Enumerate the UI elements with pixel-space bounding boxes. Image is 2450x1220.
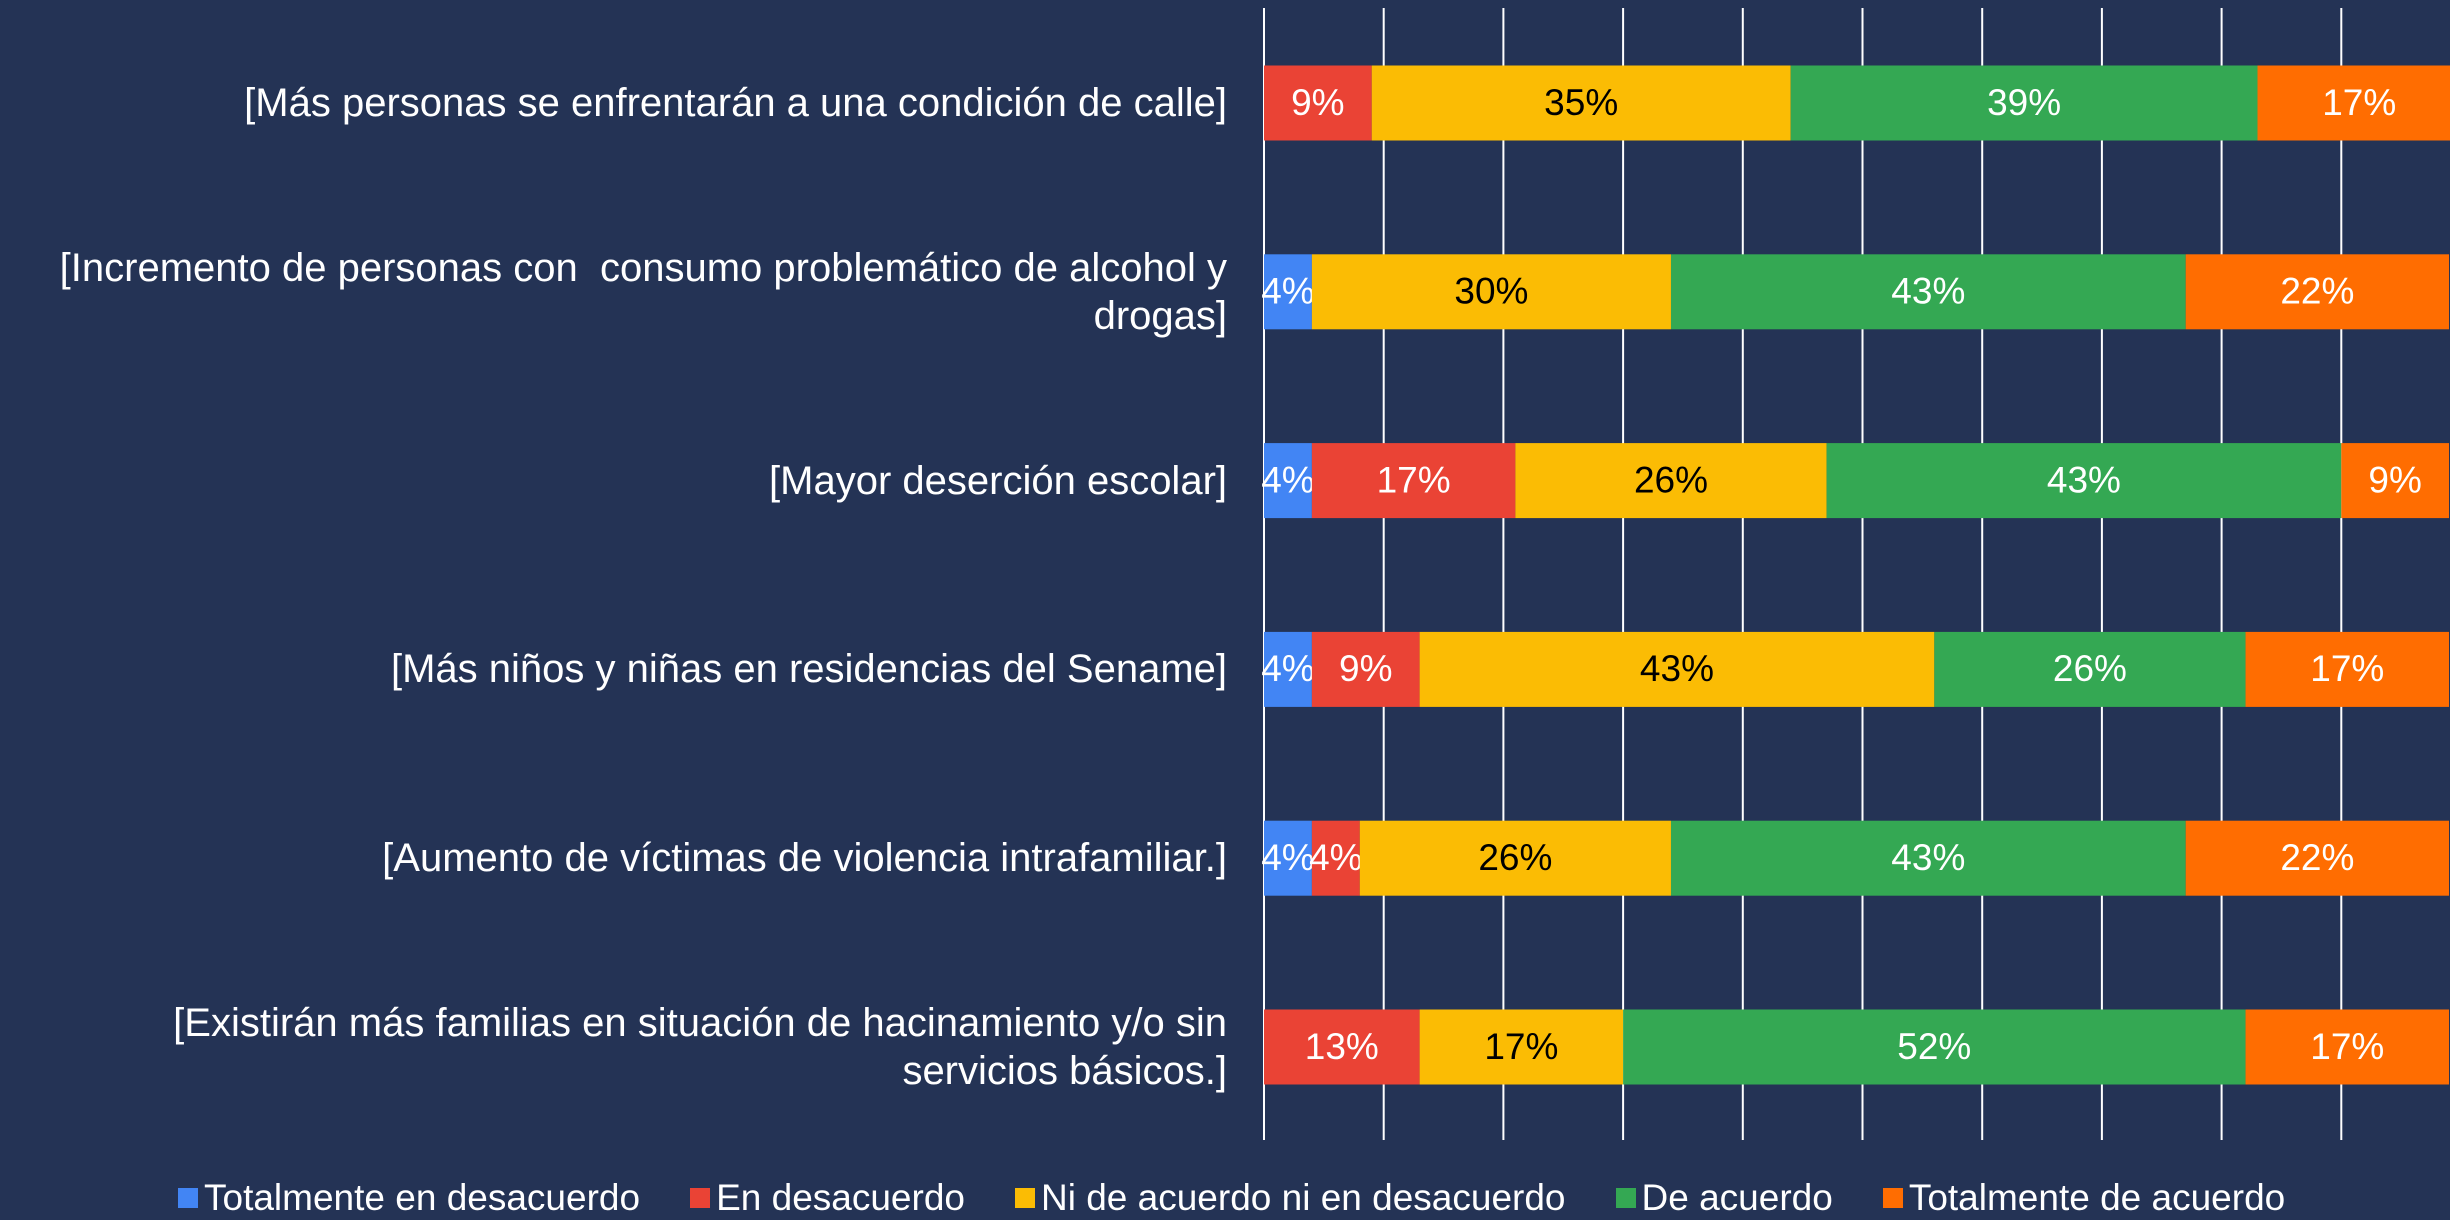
bar-segment — [1419, 631, 1935, 707]
bar-segment — [1371, 65, 1791, 141]
bar-segment — [1670, 254, 2186, 330]
bar-segment — [1670, 820, 2186, 896]
bar-segment — [1359, 820, 1671, 896]
category-label: [Existirán más familias en situación de … — [173, 1001, 1239, 1093]
category-label: [Mayor deserción escolar] — [769, 458, 1227, 503]
bar-segment — [1311, 443, 1516, 519]
data-label: 39% — [1987, 82, 2061, 123]
data-label: 43% — [1640, 648, 1714, 689]
legend-swatch — [690, 1188, 711, 1208]
data-label: 4% — [1261, 271, 1314, 312]
data-label: 4% — [1309, 837, 1362, 878]
bar-segment — [2257, 65, 2450, 141]
data-label: 17% — [2310, 1026, 2384, 1067]
legend-swatch — [1882, 1188, 1903, 1208]
data-label: 9% — [1291, 82, 1344, 123]
bar-segment — [1515, 443, 1827, 519]
bar-segment — [1419, 1009, 1624, 1085]
legend-label: Ni de acuerdo ni en desacuerdo — [1040, 1177, 1566, 1218]
data-label: 26% — [1634, 459, 1708, 500]
bar-segment — [1264, 254, 1312, 330]
data-label: 43% — [1891, 271, 1965, 312]
legend-label: En desacuerdo — [716, 1177, 965, 1218]
legend-label: Totalmente en desacuerdo — [204, 1177, 641, 1218]
bar-segment — [1311, 820, 1360, 896]
bar-segment — [2245, 631, 2450, 707]
bar-segment — [1311, 254, 1671, 330]
bar-segment — [1826, 443, 2342, 519]
legend-item: De acuerdo — [1615, 1176, 1833, 1220]
legend-swatch — [1014, 1188, 1035, 1208]
legend-swatch — [178, 1188, 198, 1208]
data-label: 52% — [1897, 1026, 1971, 1067]
bar-segment — [2341, 443, 2450, 519]
data-label: 26% — [1478, 837, 1552, 878]
legend-label: Totalmente de acuerdo — [1908, 1177, 2286, 1218]
category-label: [Más niños y niñas en residencias del Se… — [390, 647, 1227, 692]
data-label: 9% — [1339, 648, 1392, 689]
data-label: 17% — [2310, 648, 2384, 689]
data-label: 17% — [1484, 1026, 1558, 1067]
bar-segment — [1264, 65, 1372, 141]
legend-item: Totalmente en desacuerdo — [178, 1176, 640, 1220]
bar-segment — [1623, 1009, 2246, 1085]
legend: Totalmente en desacuerdo En desacuerdo Ni … — [178, 1176, 2285, 1220]
data-label: 17% — [2322, 82, 2396, 123]
data-label: 4% — [1261, 459, 1314, 500]
data-label: 30% — [1454, 271, 1528, 312]
bar-segment — [1264, 820, 1312, 896]
legend-item: Totalmente de acuerdo — [1882, 1176, 2286, 1220]
bar-segment — [1264, 631, 1312, 707]
bar-segment — [1790, 65, 2258, 141]
legend-item: En desacuerdo — [690, 1176, 965, 1220]
data-label: 43% — [2047, 459, 2121, 500]
data-label: 35% — [1544, 82, 1618, 123]
bar-segment — [2185, 254, 2450, 330]
data-label: 4% — [1261, 648, 1314, 689]
bar-segment — [1264, 1009, 1420, 1085]
bar-segment — [1264, 443, 1312, 519]
bar-segment — [2185, 820, 2450, 896]
category-label: [Más personas se enfrentarán a una condi… — [244, 81, 1227, 125]
category-label: [Aumento de víctimas de violencia intraf… — [382, 836, 1227, 881]
data-label: 22% — [2280, 271, 2354, 312]
category-label: [Incremento de personas con consumo prob… — [59, 245, 1239, 338]
bar-segment — [1311, 631, 1420, 707]
data-label: 26% — [2053, 648, 2127, 689]
data-label: 17% — [1377, 459, 1451, 500]
bar-segment — [2245, 1009, 2450, 1085]
legend-label: De acuerdo — [1641, 1177, 1833, 1218]
legend-item: Ni de acuerdo ni en desacuerdo — [1014, 1176, 1566, 1220]
legend-swatch — [1615, 1188, 1636, 1208]
bar-segment — [1934, 631, 2246, 707]
data-label: 22% — [2280, 837, 2354, 878]
data-label: 4% — [1261, 837, 1314, 878]
data-label: 13% — [1305, 1026, 1379, 1067]
data-label: 43% — [1891, 837, 1965, 878]
data-label: 9% — [2368, 459, 2421, 500]
